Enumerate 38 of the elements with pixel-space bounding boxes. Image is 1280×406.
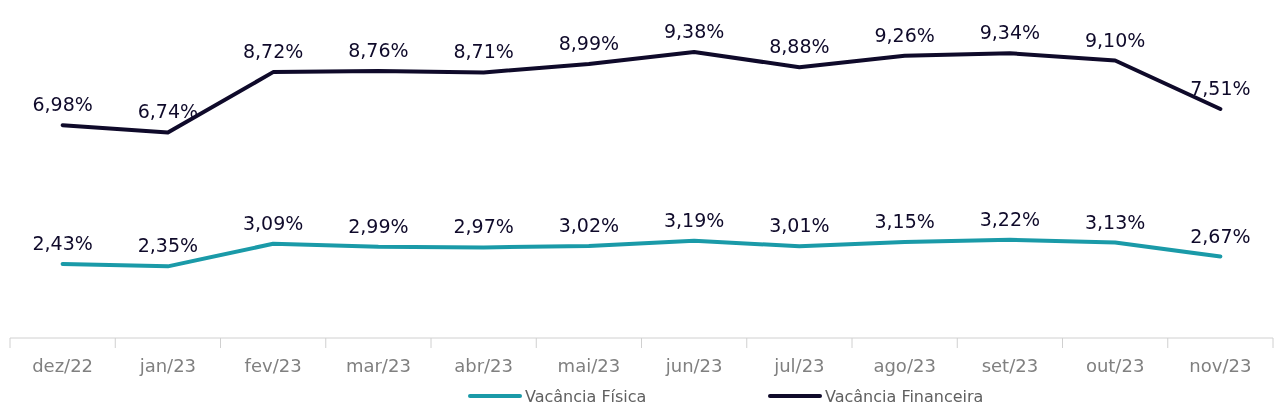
x-tick-label: mar/23	[345, 355, 411, 376]
x-tick-label: abr/23	[454, 355, 514, 376]
legend-label: Vacância Física	[525, 387, 647, 406]
data-label: 3,15%	[874, 209, 935, 232]
data-label: 3,13%	[1084, 210, 1146, 233]
data-label: 2,43%	[32, 231, 93, 254]
x-tick-label: jun/23	[664, 355, 723, 376]
x-tick-label: nov/23	[1189, 355, 1252, 376]
legend-label: Vacância Financeira	[825, 387, 984, 406]
data-label: 8,71%	[453, 40, 514, 63]
data-label: 9,10%	[1084, 28, 1146, 51]
data-label: 8,76%	[348, 38, 409, 61]
x-tick-label: jul/23	[773, 355, 825, 376]
x-tick-label: jan/23	[138, 355, 197, 376]
data-label: 3,19%	[663, 208, 725, 231]
data-label: 8,72%	[242, 40, 304, 63]
x-tick-label: out/23	[1085, 355, 1145, 376]
data-label: 9,34%	[979, 21, 1041, 44]
x-tick-label: ago/23	[873, 355, 936, 376]
data-label: 3,02%	[558, 213, 620, 236]
x-tick-label: dez/22	[32, 355, 94, 376]
x-tick-label: mai/23	[557, 355, 621, 376]
data-label: 3,22%	[979, 207, 1041, 230]
data-label: 3,01%	[769, 214, 830, 237]
data-label: 3,09%	[242, 211, 304, 234]
data-label: 2,99%	[348, 214, 409, 237]
data-label: 2,67%	[1190, 224, 1251, 247]
x-tick-label: fev/23	[244, 355, 302, 376]
data-label: 2,97%	[453, 215, 514, 238]
data-label: 8,88%	[769, 35, 830, 58]
data-label: 9,26%	[874, 23, 935, 46]
data-label: 8,99%	[558, 31, 620, 54]
data-label: 9,38%	[663, 20, 725, 42]
data-label: 6,74%	[137, 100, 199, 123]
data-label: 2,35%	[137, 234, 199, 257]
x-tick-label: set/23	[981, 355, 1039, 376]
data-label: 7,51%	[1190, 77, 1251, 100]
data-label: 6,98%	[32, 93, 93, 116]
